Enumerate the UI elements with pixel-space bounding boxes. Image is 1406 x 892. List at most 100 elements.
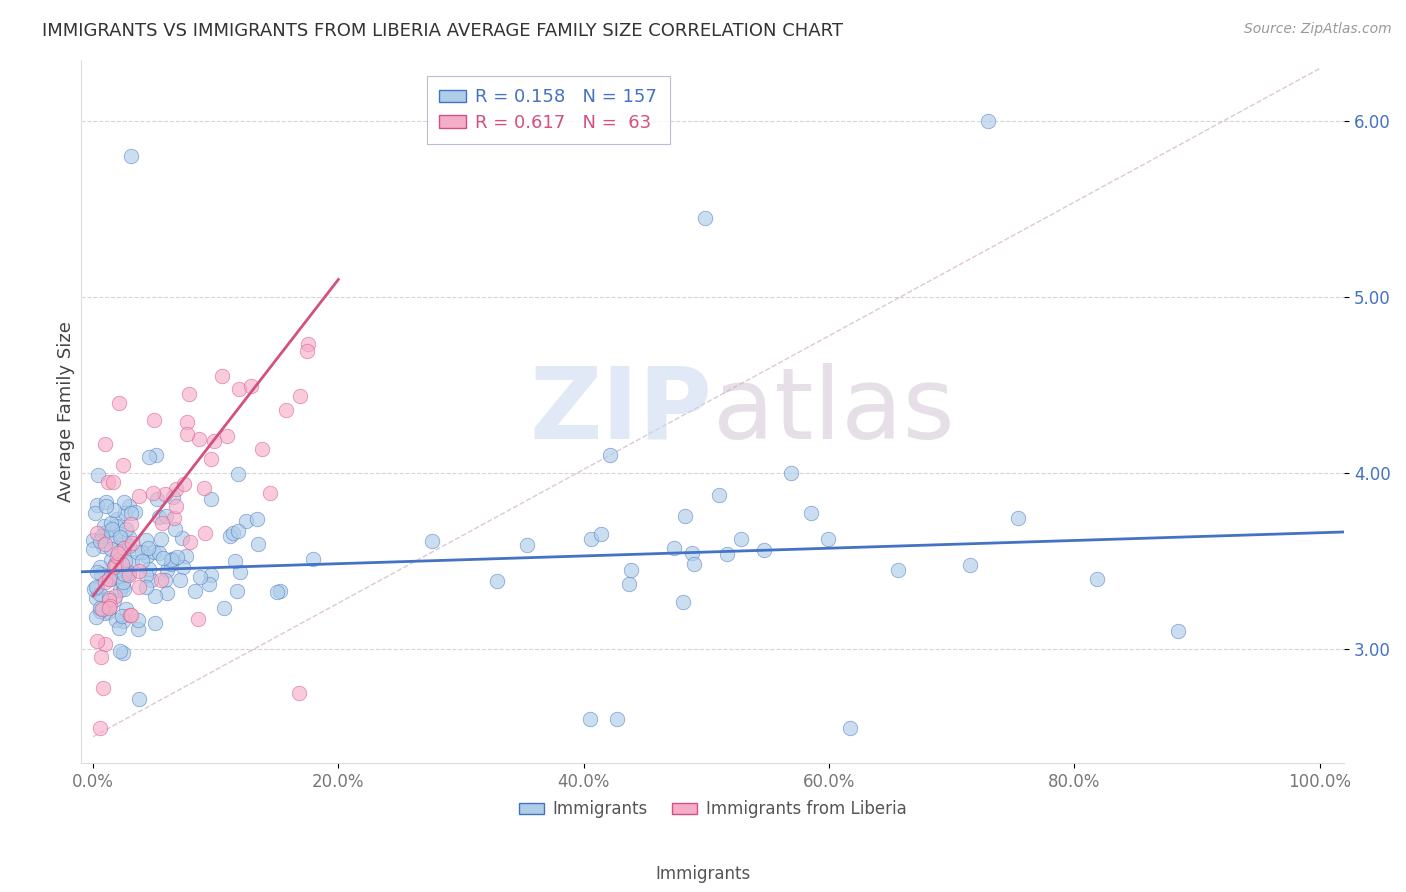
- Point: [120, 507, 142, 521]
- Point: [131, 545, 153, 559]
- Point: [131, 554, 153, 568]
- Point: [91, 539, 114, 553]
- Point: [287, 686, 309, 700]
- Point: [84, 506, 107, 520]
- Point: [184, 583, 207, 598]
- Point: [246, 512, 269, 526]
- Point: [136, 541, 159, 555]
- Point: [173, 477, 195, 491]
- Point: [150, 516, 173, 531]
- Point: [235, 514, 257, 528]
- Point: [226, 584, 249, 599]
- Point: [160, 552, 183, 566]
- Point: [108, 544, 131, 558]
- Point: [89, 559, 111, 574]
- Point: [148, 545, 170, 559]
- Point: [135, 533, 157, 548]
- Point: [619, 563, 641, 577]
- Point: [90, 649, 112, 664]
- Point: [90, 567, 112, 582]
- Point: [143, 616, 166, 631]
- Point: [120, 517, 142, 532]
- Point: [112, 582, 135, 596]
- Point: [120, 608, 142, 623]
- Point: [94, 637, 117, 651]
- Point: [420, 534, 443, 549]
- Point: [160, 553, 183, 567]
- Point: [179, 386, 201, 401]
- Point: [198, 577, 221, 591]
- Point: [188, 570, 211, 584]
- Point: [176, 426, 198, 441]
- Point: [194, 526, 217, 541]
- Point: [94, 524, 117, 539]
- Point: [103, 475, 125, 490]
- Point: [228, 382, 250, 396]
- Point: [193, 481, 215, 495]
- Point: [1007, 511, 1029, 525]
- Point: [100, 569, 122, 583]
- Point: [121, 536, 143, 550]
- Point: [112, 495, 135, 509]
- Point: [153, 573, 176, 587]
- Point: [485, 574, 508, 588]
- Point: [111, 458, 134, 473]
- Point: [149, 573, 172, 587]
- Point: [136, 549, 159, 564]
- Point: [128, 691, 150, 706]
- Point: [84, 580, 107, 594]
- Point: [219, 529, 242, 543]
- Point: [165, 499, 187, 513]
- Point: [707, 488, 730, 502]
- Point: [127, 613, 149, 627]
- Point: [97, 572, 120, 586]
- Point: [682, 558, 704, 572]
- Point: [839, 721, 862, 735]
- Point: [202, 434, 225, 448]
- Point: [112, 647, 135, 661]
- Point: [89, 604, 111, 618]
- Point: [104, 519, 127, 533]
- Point: [83, 582, 105, 596]
- Point: [672, 595, 695, 609]
- Point: [93, 519, 115, 533]
- Point: [269, 584, 291, 599]
- Point: [619, 576, 641, 591]
- Point: [166, 549, 188, 564]
- Point: [84, 610, 107, 624]
- Point: [142, 413, 165, 427]
- Point: [91, 681, 114, 696]
- Point: [662, 541, 685, 555]
- Point: [211, 369, 233, 384]
- Point: [165, 522, 187, 536]
- Point: [693, 211, 716, 225]
- Point: [200, 568, 222, 582]
- Point: [96, 494, 118, 508]
- Point: [100, 552, 122, 566]
- Point: [118, 499, 141, 513]
- Point: [172, 559, 194, 574]
- Point: [187, 612, 209, 626]
- Point: [118, 540, 141, 554]
- Point: [89, 587, 111, 601]
- Point: [97, 600, 120, 615]
- Point: [120, 608, 142, 623]
- Point: [155, 508, 177, 523]
- Point: [221, 525, 243, 540]
- Point: [89, 533, 111, 548]
- Point: [250, 442, 273, 456]
- Point: [107, 395, 129, 409]
- Point: [150, 533, 173, 547]
- Point: [1167, 624, 1189, 639]
- Point: [110, 544, 132, 558]
- Point: [295, 343, 318, 358]
- Point: [108, 526, 131, 541]
- Point: [128, 580, 150, 594]
- Text: atlas: atlas: [713, 363, 955, 460]
- Text: ZIP: ZIP: [530, 363, 713, 460]
- Point: [579, 532, 602, 546]
- Point: [138, 450, 160, 464]
- Point: [108, 568, 131, 582]
- Point: [127, 622, 149, 636]
- Point: [111, 558, 134, 572]
